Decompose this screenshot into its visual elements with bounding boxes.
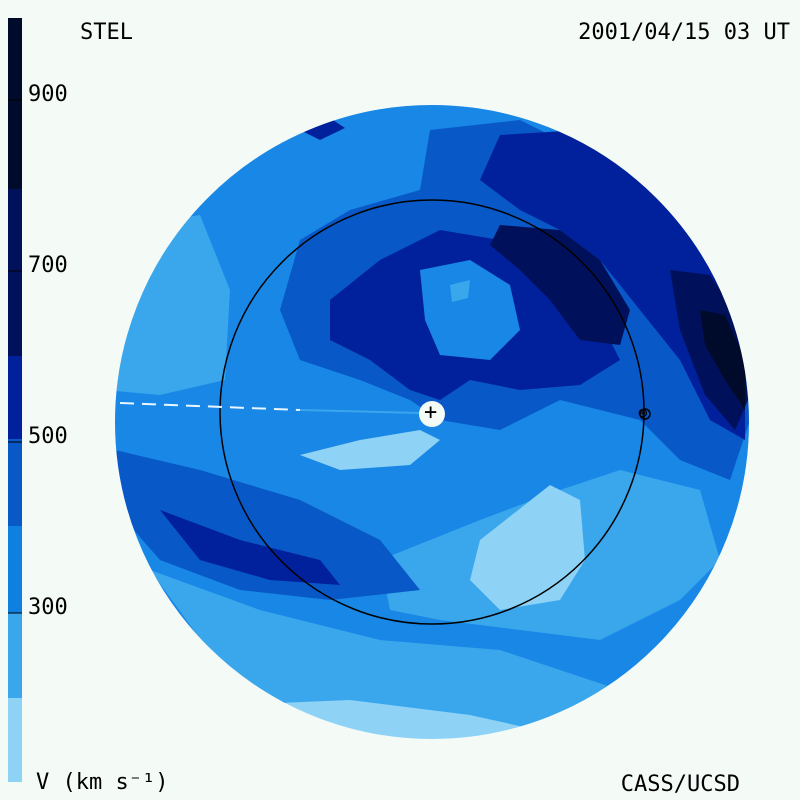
region-slowest-bottom bbox=[230, 700, 560, 740]
colorbar-band-2 bbox=[8, 189, 22, 357]
earth-orbit-circle bbox=[219, 199, 645, 625]
region-slow-core bbox=[450, 280, 470, 302]
colorbar-band-7 bbox=[8, 698, 22, 782]
sun-plus-icon: + bbox=[424, 400, 438, 425]
region-fast-top-left bbox=[300, 118, 345, 140]
colorbar-tick-label-700: 700 bbox=[28, 253, 68, 278]
sun-marker bbox=[419, 401, 445, 427]
region-slow-bottom bbox=[150, 570, 640, 740]
region-fastest-right-edge bbox=[700, 310, 745, 410]
colorbar bbox=[8, 18, 22, 782]
colorbar-band-5 bbox=[8, 526, 22, 614]
region-medium-lower-left bbox=[115, 450, 420, 600]
disc-outline bbox=[113, 103, 751, 741]
colorbar-tick-label-500: 500 bbox=[28, 424, 68, 449]
line-of-sight bbox=[119, 402, 421, 414]
region-slowest-lower-right bbox=[470, 485, 585, 610]
colorbar-band-3 bbox=[8, 356, 22, 440]
line-of-sight-inner bbox=[299, 409, 421, 414]
region-medium-core bbox=[420, 260, 520, 360]
colorbar-band-1 bbox=[8, 18, 22, 190]
region-faster-upper-right bbox=[490, 225, 630, 345]
velocity-disc bbox=[114, 104, 750, 740]
credit-label: CASS/UCSD bbox=[620, 772, 740, 797]
region-fast-lower-left bbox=[160, 510, 340, 585]
earth-icon: ⊕ bbox=[638, 403, 648, 422]
line-of-sight-dash bbox=[119, 402, 301, 411]
colorbar-band-6 bbox=[8, 613, 22, 699]
earth-marker-ring bbox=[639, 408, 651, 420]
timestamp-label: 2001/04/15 03 UT bbox=[578, 20, 790, 45]
colorbar-tick-label-300: 300 bbox=[28, 595, 68, 620]
colorbar-unit-label: V (km s⁻¹) bbox=[36, 770, 169, 795]
observatory-label: STEL bbox=[80, 20, 133, 45]
region-slowest-center bbox=[300, 430, 440, 470]
colorbar-band-4 bbox=[8, 439, 22, 527]
colorbar-tick-label-900: 900 bbox=[28, 82, 68, 107]
